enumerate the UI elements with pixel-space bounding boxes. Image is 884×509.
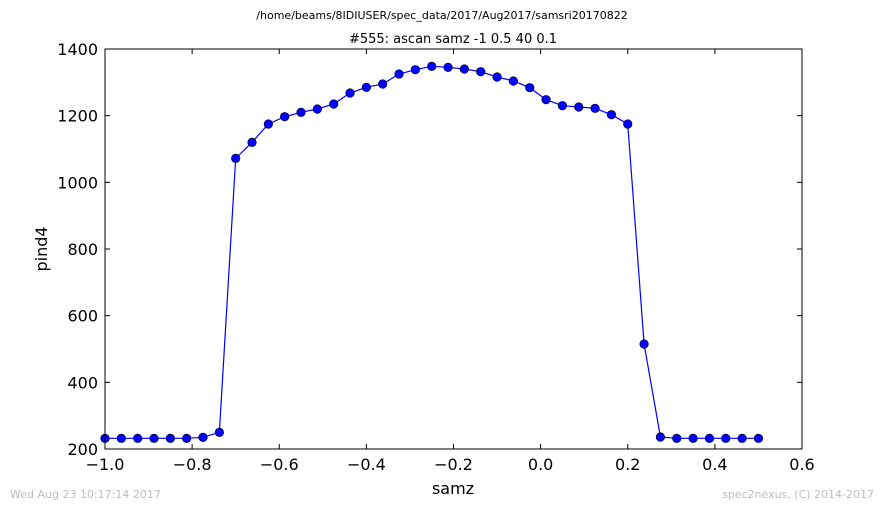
data-point <box>312 104 322 114</box>
data-point <box>263 119 273 129</box>
data-point <box>214 427 224 437</box>
x-axis-label: samz <box>432 479 474 498</box>
data-point <box>459 64 469 74</box>
data-point <box>557 101 568 111</box>
data-point <box>688 433 698 443</box>
data-point <box>476 67 486 77</box>
data-point <box>345 88 355 98</box>
data-point <box>541 95 551 105</box>
data-point <box>361 82 371 92</box>
data-point <box>623 119 633 129</box>
x-tick-label: −1.0 <box>86 455 125 474</box>
data-point <box>149 433 159 443</box>
y-axis-label: pind4 <box>32 226 51 271</box>
data-point <box>753 433 764 443</box>
y-tick-label: 200 <box>67 440 98 459</box>
data-point <box>737 433 747 443</box>
y-tick-label: 1000 <box>57 173 98 192</box>
data-point <box>721 433 731 443</box>
plot-area <box>105 49 802 449</box>
y-axis-ticks: 200 400 600 800 1000 1200 1400 <box>57 40 802 459</box>
data-point <box>590 103 600 113</box>
data-point <box>247 137 257 147</box>
data-point <box>672 433 682 443</box>
x-tick-label: −0.2 <box>434 455 473 474</box>
data-point <box>116 433 126 443</box>
data-point <box>133 433 143 443</box>
data-point <box>296 107 306 117</box>
data-point <box>704 433 715 443</box>
data-point <box>508 76 518 86</box>
data-point <box>492 72 502 82</box>
footer-timestamp: Wed Aug 23 10:17:14 2017 <box>10 488 161 501</box>
x-tick-label: −0.6 <box>260 455 299 474</box>
data-point <box>410 65 420 75</box>
data-point <box>182 433 192 443</box>
data-point <box>574 102 584 112</box>
x-tick-label: 0.2 <box>615 455 640 474</box>
figure-suptitle: /home/beams/8IDIUSER/spec_data/2017/Aug2… <box>256 9 628 22</box>
x-tick-label: 0.0 <box>528 455 553 474</box>
data-point <box>198 432 208 442</box>
data-point <box>655 432 666 442</box>
data-point <box>525 83 535 93</box>
y-tick-label: 1200 <box>57 107 98 126</box>
data-point <box>329 99 339 109</box>
y-tick-label: 600 <box>67 307 98 326</box>
x-tick-label: −0.8 <box>173 455 212 474</box>
data-point <box>606 110 617 120</box>
data-point <box>394 69 404 79</box>
x-axis-ticks: −1.0 −0.8 −0.6 −0.4 −0.2 0.0 0.2 0.4 0.6 <box>86 49 815 474</box>
x-tick-label: −0.4 <box>347 455 386 474</box>
data-point <box>280 112 290 122</box>
data-point <box>443 62 453 72</box>
data-point <box>165 433 175 443</box>
y-tick-label: 1400 <box>57 40 98 59</box>
y-tick-label: 400 <box>67 373 98 392</box>
data-point <box>231 153 241 163</box>
x-tick-label: 0.4 <box>702 455 727 474</box>
data-layer <box>100 61 764 443</box>
chart-title: #555: ascan samz -1 0.5 40 0.1 <box>349 32 557 47</box>
data-point <box>378 79 388 89</box>
footer-credit: spec2nexus, (C) 2014-2017 <box>722 488 874 501</box>
x-tick-label: 0.6 <box>789 455 814 474</box>
data-point <box>639 339 649 349</box>
data-point <box>427 61 437 71</box>
y-tick-label: 800 <box>67 240 98 259</box>
